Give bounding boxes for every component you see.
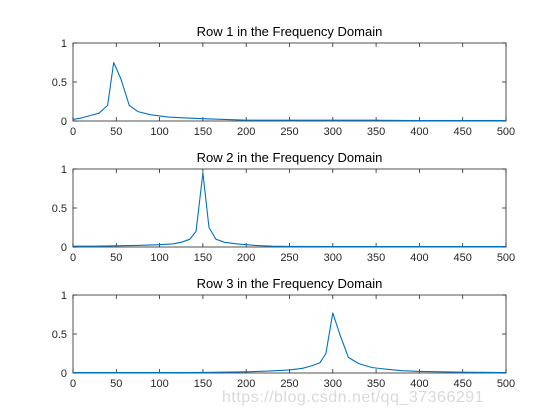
series-line (73, 172, 506, 248)
x-tick-label: 0 (70, 252, 76, 264)
y-tick-label: 1 (61, 38, 67, 50)
y-tick-label: 0 (61, 368, 67, 380)
axes-box (72, 168, 507, 248)
axes-box (72, 42, 507, 122)
x-tick-label: 200 (237, 126, 255, 138)
x-tick-label: 100 (150, 252, 168, 264)
subplot-1: Row 1 in the Frequency Domain 0 50 100 150 20… (52, 24, 515, 138)
x-tick-label: 400 (410, 126, 428, 138)
y-tick-label: 1 (61, 164, 67, 176)
subplot-title: Row 1 in the Frequency Domain (197, 24, 383, 39)
x-tick-label: 50 (110, 126, 122, 138)
x-tick-label: 150 (194, 252, 212, 264)
x-tick-label: 250 (280, 252, 298, 264)
series-line (72, 61, 506, 122)
y-tick-label: 1 (61, 290, 67, 302)
x-tick-label: 250 (280, 126, 298, 138)
subplot-2: Row 2 in the Frequency Domain 0 50 100 150 20… (52, 150, 515, 264)
x-tick-label: 450 (454, 252, 472, 264)
subplot-3: Row 3 in the Frequency Domain 0 50 100 150 20… (52, 276, 515, 390)
y-tick-label: 0 (61, 242, 67, 254)
y-tick-label: 0.5 (52, 77, 67, 89)
x-tick-label: 100 (150, 378, 168, 390)
axes-box (72, 294, 507, 374)
x-tick-label: 500 (497, 378, 515, 390)
x-tick-label: 200 (237, 378, 255, 390)
y-tick-label: 0 (61, 116, 67, 128)
x-tick-label: 500 (497, 252, 515, 264)
x-tick-label: 350 (367, 378, 385, 390)
y-tick-label: 0.5 (52, 329, 67, 341)
x-tick-label: 300 (324, 378, 342, 390)
x-tick-label: 150 (194, 126, 212, 138)
x-tick-label: 50 (110, 252, 122, 264)
x-tick-label: 300 (324, 126, 342, 138)
x-tick-label: 450 (454, 126, 472, 138)
x-tick-label: 0 (70, 378, 76, 390)
subplot-title: Row 2 in the Frequency Domain (197, 150, 383, 165)
watermark-text: https://blog.csdn.net/qq_37366291 (222, 389, 485, 406)
x-tick-label: 50 (110, 378, 122, 390)
x-tick-label: 450 (454, 378, 472, 390)
x-tick-label: 400 (410, 252, 428, 264)
subplot-title: Row 3 in the Frequency Domain (197, 276, 383, 291)
x-tick-label: 400 (410, 378, 428, 390)
y-tick-label: 0.5 (52, 203, 67, 215)
x-tick-label: 200 (237, 252, 255, 264)
x-tick-label: 500 (497, 126, 515, 138)
x-tick-label: 150 (194, 378, 212, 390)
x-tick-label: 350 (367, 126, 385, 138)
series-line (73, 312, 507, 374)
x-tick-label: 100 (150, 126, 168, 138)
x-tick-label: 350 (367, 252, 385, 264)
x-tick-label: 0 (70, 126, 76, 138)
x-tick-label: 250 (280, 378, 298, 390)
x-tick-label: 300 (324, 252, 342, 264)
